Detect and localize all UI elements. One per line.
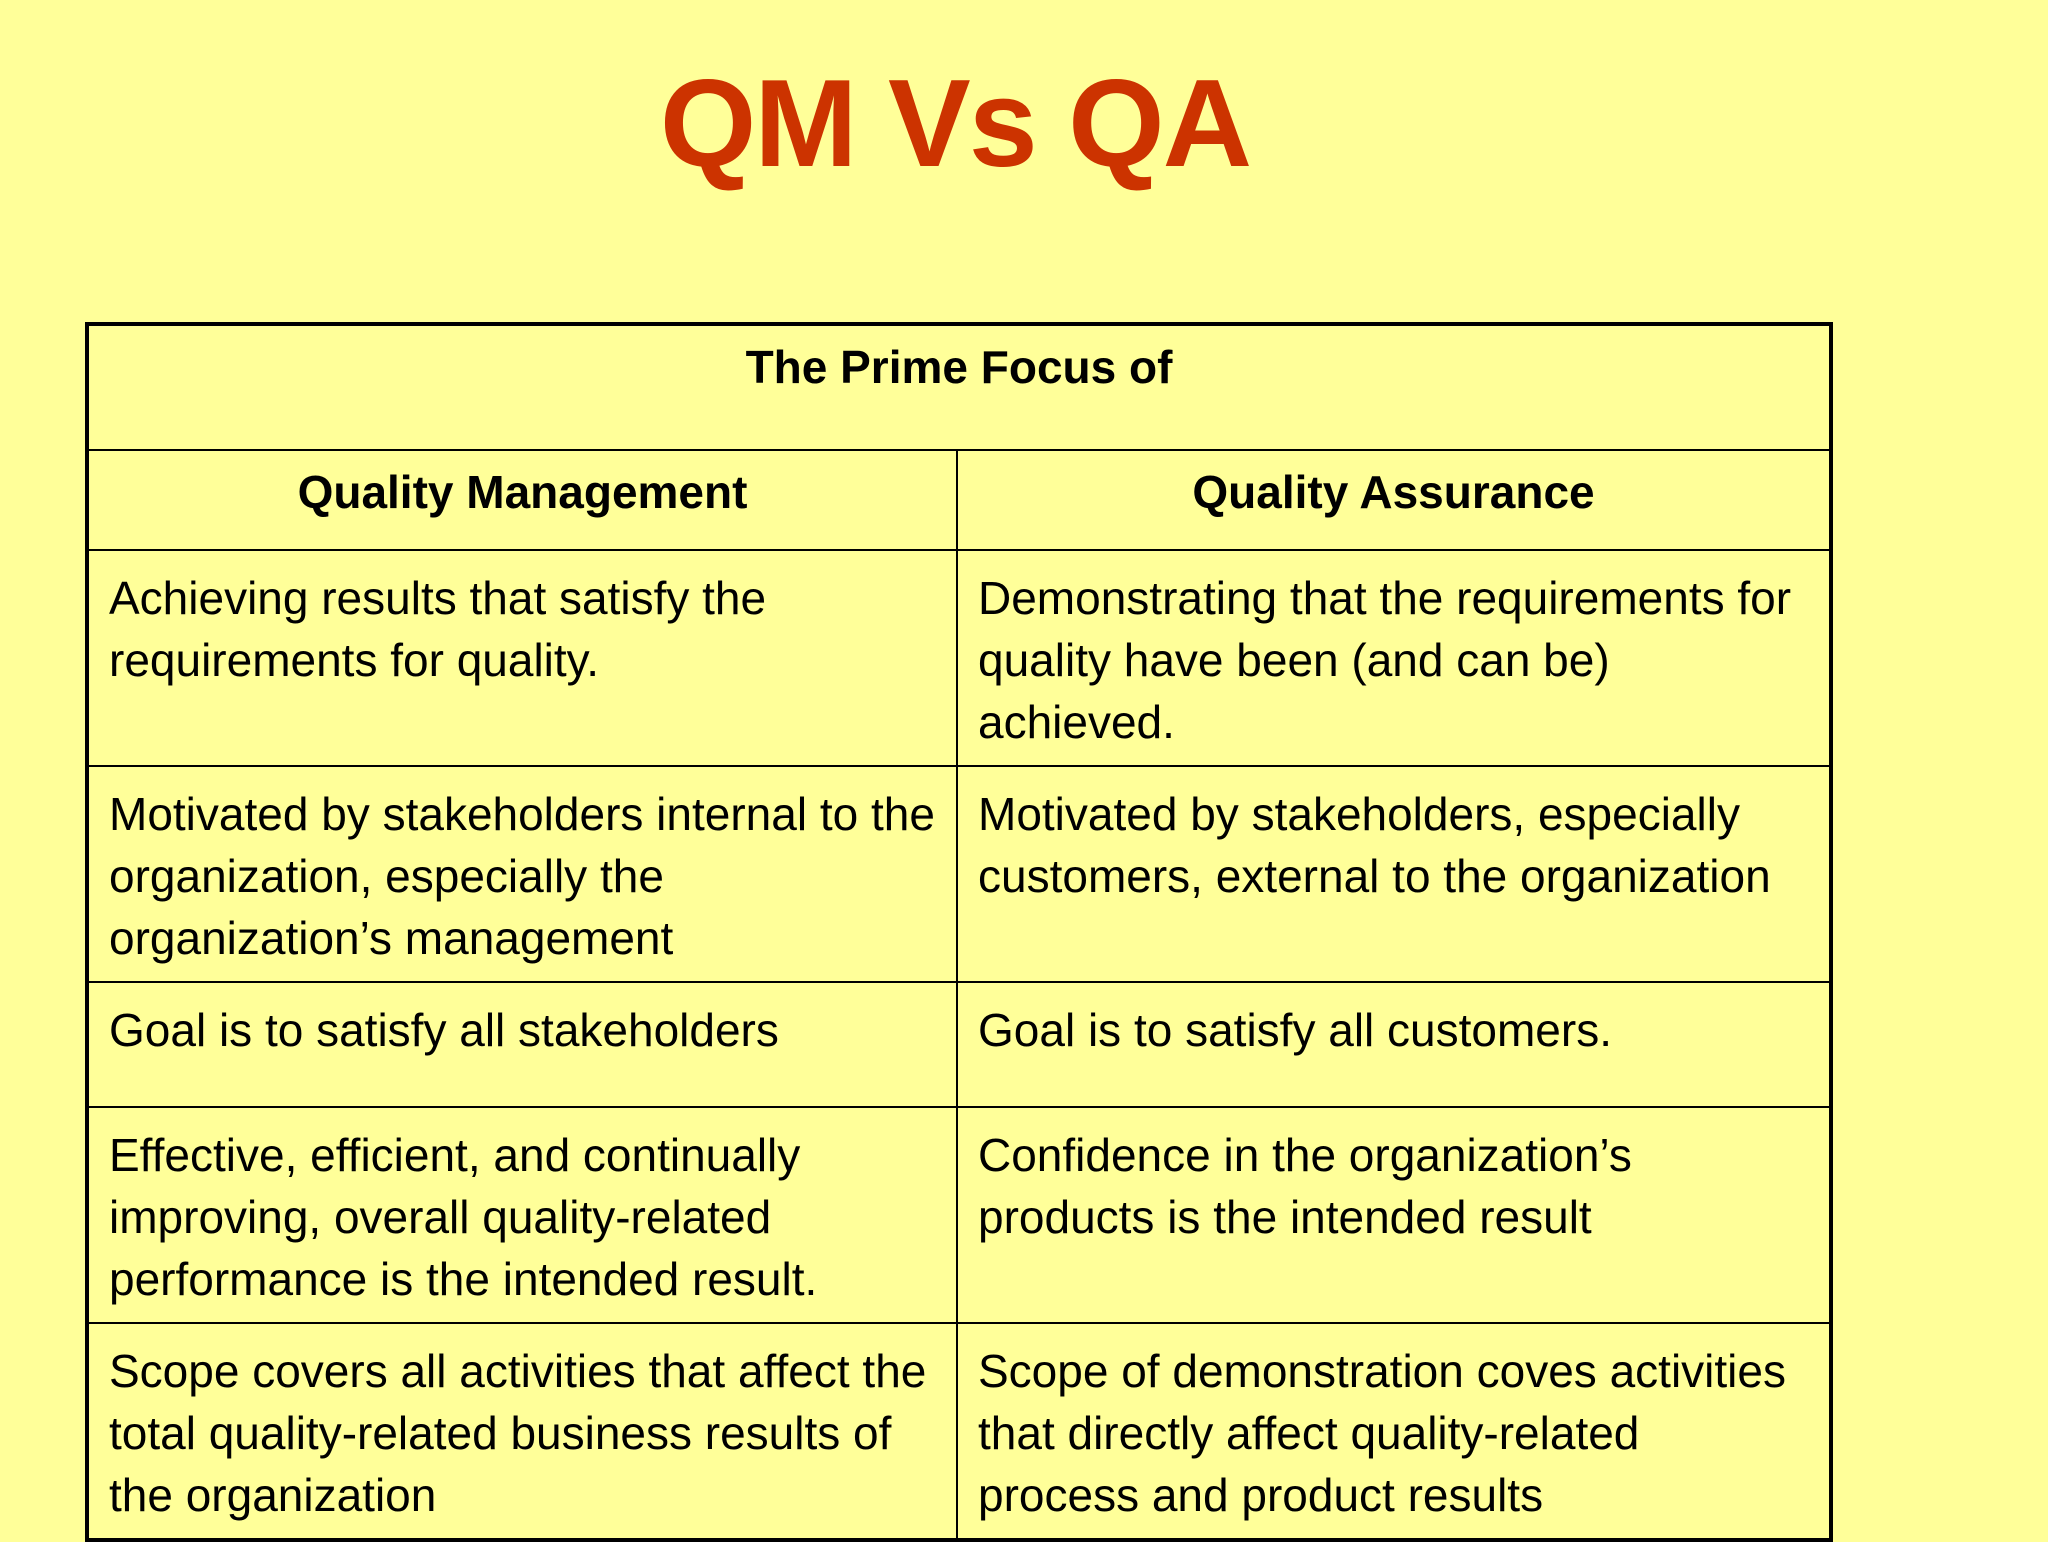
table-row: Achieving results that satisfy the requi…	[86, 549, 1832, 767]
qa-cell: Confidence in the organization’s product…	[956, 1106, 1832, 1324]
qa-cell: Scope of demonstration coves activities …	[956, 1322, 1832, 1541]
qa-cell: Motivated by stakeholders, especially cu…	[956, 765, 1832, 983]
column-header-qa: Quality Assurance	[956, 449, 1832, 551]
table-row: Goal is to satisfy all stakeholders Goal…	[86, 981, 1832, 1108]
qm-cell: Scope covers all activities that affect …	[86, 1322, 958, 1541]
qa-cell: Goal is to satisfy all customers.	[956, 981, 1832, 1108]
table-row: Effective, efficient, and continually im…	[86, 1106, 1832, 1324]
qm-cell: Goal is to satisfy all stakeholders	[86, 981, 958, 1108]
column-header-qm: Quality Management	[86, 449, 958, 551]
table-header: The Prime Focus of	[86, 323, 1832, 451]
table-row: Scope covers all activities that affect …	[86, 1322, 1832, 1541]
table-row: Motivated by stakeholders internal to th…	[86, 765, 1832, 983]
column-header-row: Quality Management Quality Assurance	[86, 449, 1832, 551]
table-header-row: The Prime Focus of	[86, 323, 1832, 451]
qm-cell: Achieving results that satisfy the requi…	[86, 549, 958, 767]
qa-cell: Demonstrating that the requirements for …	[956, 549, 1832, 767]
qm-cell: Effective, efficient, and continually im…	[86, 1106, 958, 1324]
qm-cell: Motivated by stakeholders internal to th…	[86, 765, 958, 983]
page-title: QM Vs QA	[659, 55, 1252, 193]
comparison-table: The Prime Focus of Quality Management Qu…	[85, 322, 1833, 1542]
